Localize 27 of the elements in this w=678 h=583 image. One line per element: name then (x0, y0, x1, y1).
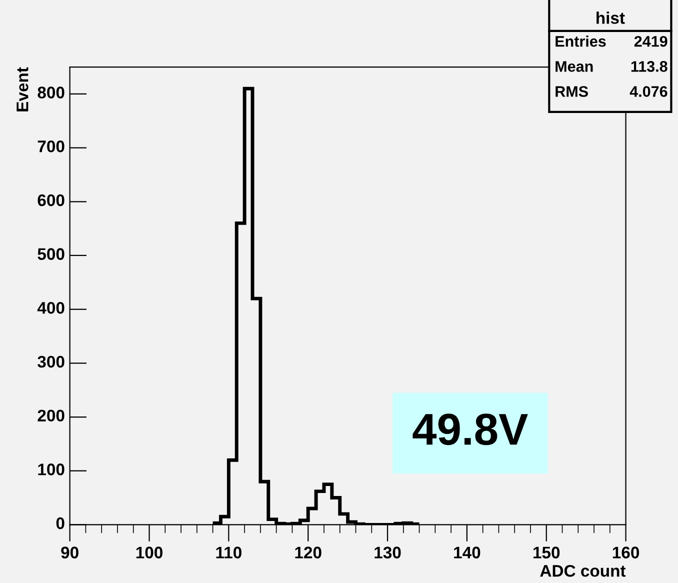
text: 4.076 (630, 86, 668, 97)
x-tick-label: 110 (216, 546, 242, 558)
x-tick-label: 100 (136, 546, 162, 558)
y-tick-label: 300 (38, 356, 64, 368)
y-tick-label: 500 (38, 248, 64, 260)
y-tick-label: 200 (38, 410, 64, 422)
text: hist (596, 12, 625, 24)
text: 113.8 (631, 61, 668, 72)
y-tick-label: 700 (38, 140, 64, 152)
x-tick-label: 90 (61, 546, 78, 558)
annotation: Mean (556, 61, 593, 72)
x-tick-label: 150 (534, 546, 560, 558)
x-tick-label: 160 (612, 546, 640, 558)
y-tick-label: 600 (38, 194, 64, 206)
annotation: RMS (556, 86, 588, 97)
x-tick-label: 120 (295, 546, 322, 558)
x-axis-title: ADC count (540, 564, 626, 577)
text: 2419 (634, 36, 668, 47)
y-tick-label: 0 (56, 517, 64, 530)
y-tick-label: 800 (38, 86, 64, 98)
annotation: 49.8V (412, 414, 528, 446)
text: Entries (556, 36, 606, 47)
y-axis-title: Event (16, 67, 28, 112)
y-tick-label: 400 (37, 302, 64, 314)
y-tick-label: 100 (38, 464, 64, 476)
x-tick-label: 130 (374, 546, 401, 558)
x-tick-label: 140 (454, 546, 480, 558)
